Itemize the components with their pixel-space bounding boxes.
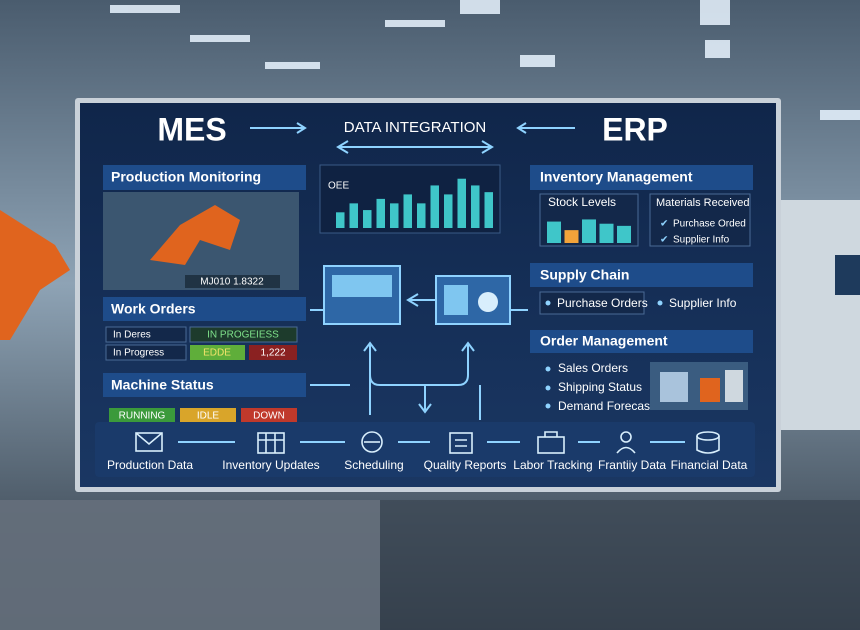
bar: [349, 203, 358, 228]
integration-label: DATA INTEGRATION: [344, 119, 487, 136]
flow-label: Quality Reports: [424, 458, 507, 472]
panel-header: [530, 330, 753, 353]
panel-title: Supply Chain: [540, 267, 629, 283]
bar: [430, 185, 439, 228]
box-item: Purchase Orded: [673, 219, 746, 230]
bullet: [545, 366, 551, 372]
bar: [390, 203, 399, 228]
status-label: RUNNING: [119, 411, 166, 422]
robot-arm: [150, 205, 240, 265]
robot-camera-feed: [103, 192, 299, 290]
flow-label: Labor Tracking: [513, 458, 592, 472]
box-title: Materials Received: [656, 197, 750, 209]
bullet: [545, 300, 551, 306]
status-down: [241, 408, 297, 423]
item-box: [539, 291, 645, 315]
panel-title: Work Orders: [111, 301, 196, 317]
panel-title: Order Management: [540, 333, 668, 349]
bar: [582, 219, 596, 243]
warehouse-illustration: [650, 362, 748, 410]
status-label: IDLE: [197, 411, 220, 422]
bar: [617, 225, 631, 243]
bar: [376, 198, 385, 228]
mes-label: MES: [157, 111, 226, 147]
row-status-bg: [190, 345, 245, 360]
bar: [444, 194, 453, 228]
row-cell: [189, 326, 298, 343]
erp-label: ERP: [602, 111, 668, 147]
status-label: DOWN: [253, 411, 285, 422]
header-arrows: [250, 122, 575, 154]
bar: [363, 210, 372, 228]
flow-lines: [310, 293, 528, 420]
bar: [336, 212, 345, 228]
oee-chart: [336, 178, 493, 228]
bar: [599, 223, 614, 243]
bullet: [657, 300, 663, 306]
panel-title: Production Monitoring: [111, 169, 261, 185]
bar: [484, 192, 493, 228]
bar: [403, 194, 412, 228]
flow-icons: [135, 431, 720, 454]
row-label: In Progress: [113, 348, 164, 359]
bar: [457, 178, 466, 228]
flow-label: Financial Data: [671, 458, 748, 472]
panel-header: [103, 373, 306, 397]
item: Sales Orders: [558, 361, 628, 375]
bar: [547, 221, 561, 243]
data-flow-bar: [95, 422, 755, 477]
check-icon: ✔: [660, 219, 668, 230]
bullet: [545, 385, 551, 391]
machinery: [0, 200, 860, 630]
bar: [471, 185, 480, 228]
oee-label: OEE: [328, 181, 349, 192]
row-status: IN PROGEIESS: [207, 330, 279, 341]
check-icon: ✔: [660, 235, 668, 246]
panel-header: [103, 165, 306, 190]
flow-label: Frantiiy Data: [598, 458, 666, 472]
ceiling-lights: [110, 0, 860, 120]
row-cell: [105, 326, 187, 343]
status-running: [109, 408, 175, 423]
status-idle: [180, 408, 236, 423]
bar: [417, 203, 426, 228]
flow-label: Scheduling: [344, 458, 403, 472]
system-windows: [323, 265, 511, 325]
panel-title: Machine Status: [111, 377, 214, 393]
flow-label: Inventory Updates: [222, 458, 319, 472]
box-title: Stock Levels: [548, 195, 616, 209]
caption-bg: [185, 275, 280, 288]
panel-title: Inventory Management: [540, 169, 693, 185]
bullet: [545, 403, 551, 409]
panel-header: [103, 297, 306, 321]
feed-caption: MJ010 1.8322: [200, 277, 264, 288]
row-count: 1,222: [260, 348, 285, 359]
item: Purchase Orders: [557, 296, 648, 310]
row-status: EDDE: [203, 348, 231, 359]
item: Supplier Info: [669, 296, 737, 310]
row-count-bg: [249, 345, 297, 360]
box-item: Supplier Info: [673, 235, 730, 246]
flow-label: Production Data: [107, 458, 193, 472]
stock-chart: [547, 219, 631, 243]
item: Demand Forecast: [558, 399, 654, 413]
bar: [564, 230, 579, 243]
item: Shipping Status: [558, 380, 642, 394]
row-label: In Deres: [113, 330, 151, 341]
materials-box: [649, 193, 751, 247]
panel-header: [530, 165, 753, 190]
panel-header: [530, 263, 753, 287]
row-cell: [105, 344, 187, 361]
